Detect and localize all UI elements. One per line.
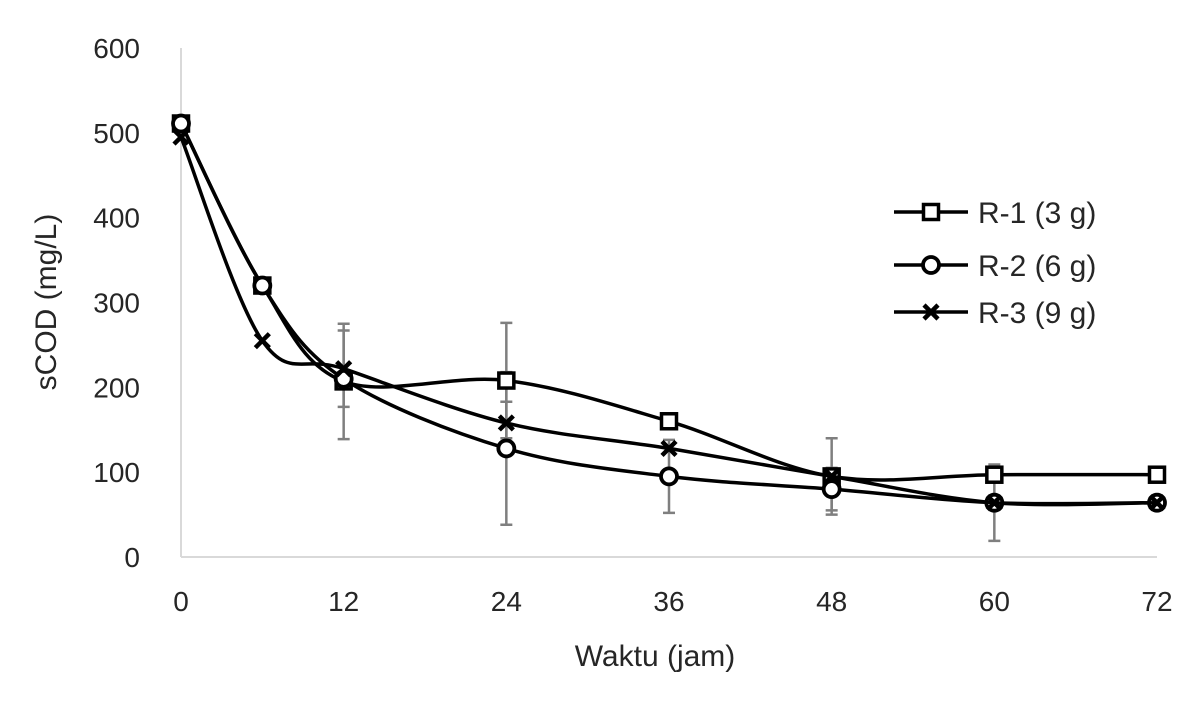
data-point xyxy=(335,360,353,378)
data-point xyxy=(496,438,517,459)
data-point xyxy=(172,128,190,146)
legend-marker xyxy=(921,202,941,222)
data-point xyxy=(497,414,515,432)
x-tick-label: 24 xyxy=(491,586,522,617)
data-point xyxy=(1147,465,1167,484)
legend-label: R-2 (6 g) xyxy=(978,250,1096,283)
legend-label: R-1 (3 g) xyxy=(978,197,1096,230)
y-tick-label: 300 xyxy=(93,288,140,319)
error-bars xyxy=(337,321,1001,543)
y-tick-label: 500 xyxy=(93,118,140,149)
data-point xyxy=(823,467,841,485)
y-tick-labels: 0 100 200 300 400 500 600 xyxy=(93,33,140,573)
y-tick-label: 400 xyxy=(93,203,140,234)
legend-marker xyxy=(922,303,940,321)
y-tick-label: 100 xyxy=(93,457,140,488)
legend-marker xyxy=(921,255,941,275)
x-tick-label: 60 xyxy=(979,586,1010,617)
legend-item: R-2 (6 g) xyxy=(894,250,1096,283)
x-axis-title: Waktu (jam) xyxy=(575,640,736,673)
data-point xyxy=(1148,494,1166,512)
x-tick-label: 36 xyxy=(653,586,684,617)
legend-item: R-3 (9 g) xyxy=(894,297,1096,330)
data-point xyxy=(821,479,842,500)
data-point xyxy=(660,439,678,458)
data-point xyxy=(985,494,1003,512)
x-tick-label: 48 xyxy=(816,586,847,617)
data-point xyxy=(659,412,679,431)
x-tick-label: 72 xyxy=(1141,586,1172,617)
data-point xyxy=(985,465,1004,484)
x-tick-label: 0 xyxy=(173,586,189,617)
legend: R-1 (3 g) R-2 (6 g) R-3 (9 g) xyxy=(894,197,1096,330)
legend-label: R-3 (9 g) xyxy=(978,297,1096,330)
series-3 xyxy=(172,128,1166,512)
y-tick-label: 0 xyxy=(124,542,140,573)
series-group xyxy=(171,113,1167,513)
y-tick-label: 200 xyxy=(93,372,140,403)
data-point xyxy=(659,466,679,487)
y-tick-label: 600 xyxy=(93,33,140,64)
x-tick-label: 12 xyxy=(328,586,359,617)
data-point xyxy=(497,371,516,390)
x-tick-labels: 0 12 24 36 48 60 72 xyxy=(173,586,1172,617)
data-point xyxy=(252,275,273,296)
y-axis-title: sCOD (mg/L) xyxy=(30,214,63,391)
data-point xyxy=(171,113,191,134)
data-point xyxy=(253,332,271,350)
legend-item: R-1 (3 g) xyxy=(894,197,1096,230)
